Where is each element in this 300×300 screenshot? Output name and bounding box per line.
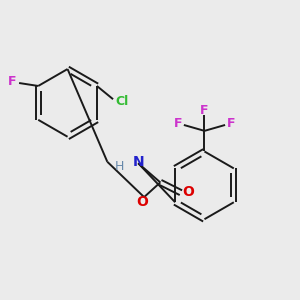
Text: F: F: [200, 104, 209, 117]
Text: F: F: [174, 117, 182, 130]
Text: Cl: Cl: [115, 95, 128, 108]
Text: O: O: [137, 195, 148, 209]
Text: O: O: [182, 185, 194, 199]
Text: F: F: [8, 75, 17, 88]
Text: F: F: [227, 117, 235, 130]
Text: N: N: [132, 155, 144, 169]
Text: H: H: [114, 160, 124, 173]
